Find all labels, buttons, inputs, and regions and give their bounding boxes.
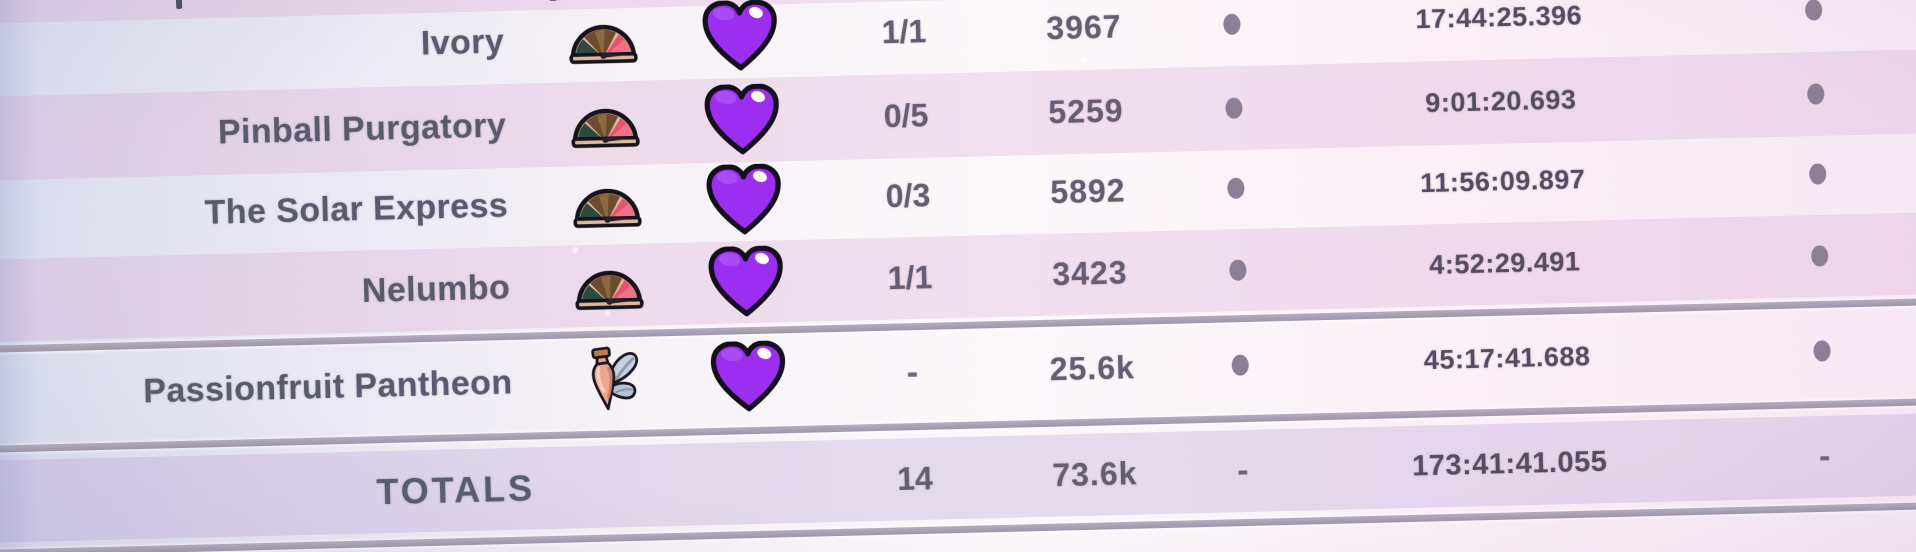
sparkle-particle [1081, 58, 1086, 63]
totals-row: TOTALS 14 73.6k - 173:41:41.055 - [0, 412, 1916, 543]
level-name: Passionfruit Pantheon [142, 363, 513, 411]
difficulty-gauge-icon [569, 259, 648, 313]
dot-indicator [1808, 163, 1827, 185]
deaths-count: 3423 [1051, 254, 1128, 293]
dot-indicator [1227, 177, 1245, 199]
totals-berries: 14 [896, 460, 934, 498]
deaths-count: 5892 [1049, 172, 1126, 211]
totals-dash: - [1236, 451, 1249, 490]
berries-count: 1/1 [881, 13, 927, 51]
dot-indicator [1231, 354, 1249, 376]
dot-indicator [1225, 97, 1243, 119]
deaths-count: 5259 [1047, 92, 1125, 131]
clear-time: 17:44:25.396 [1415, 0, 1583, 35]
difficulty-gauge-icon [567, 177, 646, 231]
berries-count: 0/5 [883, 97, 929, 135]
dot-indicator [1810, 245, 1829, 267]
berries-count: 1/1 [887, 259, 933, 297]
clear-time: 9:01:20.693 [1424, 84, 1577, 119]
difficulty-gauge-icon [566, 97, 645, 151]
level-name: Pinball Purgatory [217, 106, 507, 152]
deaths-count: 25.6k [1049, 349, 1136, 388]
clear-time: 4:52:29.491 [1428, 246, 1581, 280]
totals-deaths: 73.6k [1051, 455, 1138, 494]
sparkle-particle [572, 247, 578, 253]
totals-dash: - [1818, 437, 1831, 476]
berries-count: 0/3 [885, 177, 931, 215]
level-name: Ivory [420, 22, 505, 63]
dot-indicator [1229, 259, 1247, 281]
sparkle-particle [605, 311, 610, 316]
clear-time: 45:17:41.688 [1423, 341, 1591, 376]
glyph-fragment [175, 0, 183, 10]
dot-indicator [1807, 83, 1825, 105]
crystal-heart-icon [707, 245, 786, 319]
clear-time: 11:56:09.897 [1419, 164, 1586, 199]
level-name: Nelumbo [361, 268, 511, 311]
level-name: The Solar Express [204, 186, 509, 232]
sparkle-particle [1035, 328, 1039, 332]
deaths-count: 3967 [1045, 8, 1122, 47]
crystal-heart-icon [701, 0, 780, 73]
berries-count: - [906, 353, 919, 392]
dot-indicator [1804, 0, 1823, 21]
dot-indicator [1223, 13, 1241, 35]
crystal-heart-icon [709, 340, 788, 414]
totals-label: TOTALS [375, 467, 536, 513]
dot-indicator [1813, 340, 1831, 362]
crystal-heart-icon [703, 83, 782, 157]
crystal-heart-icon [705, 163, 784, 237]
winged-bottle-icon [578, 345, 646, 417]
difficulty-gauge-icon [563, 13, 642, 67]
totals-time: 173:41:41.055 [1411, 445, 1608, 483]
